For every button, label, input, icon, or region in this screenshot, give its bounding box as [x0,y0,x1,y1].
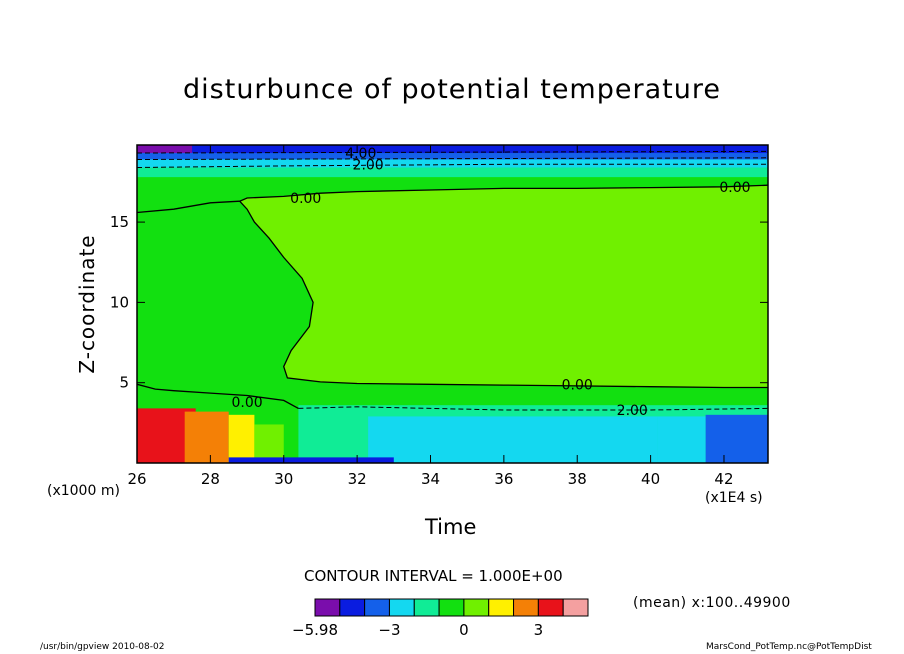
contour-label: 0.00 [290,191,321,207]
bottom-patch [254,424,284,463]
x-tick-label: 40 [641,470,660,488]
colorbar-swatch [513,598,539,617]
x-tick-label: 32 [348,470,367,488]
contour-label: 2.00 [353,157,384,173]
plot-frame [136,144,769,464]
bottom-patch [368,416,658,463]
contour-label: 0.00 [562,377,593,393]
colorbar-swatch [364,598,390,617]
contour-label: 4.00 [345,146,376,162]
y-tick-label: 5 [119,374,129,392]
contour-fill-layer: 4.002.000.000.000.000.002.00 [137,145,768,463]
colorbar-swatch [438,598,465,617]
top-band [192,145,768,154]
neg-contour-lower [298,406,768,411]
y-tick-label: 15 [110,213,129,231]
colorbar-swatch [339,598,366,617]
colorbar-swatch [388,598,415,617]
neg-contour-2 [137,163,768,168]
neg-contour-4 [137,150,768,154]
colorbar-label: 0 [459,621,469,639]
x-tick-label: 34 [421,470,440,488]
x-axis-unit: (x1E4 s) [705,490,763,506]
x-tick-label: 36 [494,470,513,488]
top-band [137,145,193,154]
contour-interval-label: CONTOUR INTERVAL = 1.000E+00 [304,567,563,585]
x-tick-label: 28 [201,470,220,488]
chart-title: disturbunce of potential temperature [183,74,721,105]
colorbar-swatch [537,598,564,617]
source-footer: MarsCond_PotTemp.nc@PotTempDist [706,642,872,652]
x-tick-label: 30 [274,470,293,488]
contour-label: 2.00 [617,403,648,419]
x-tick-label: 26 [127,470,146,488]
bottom-patch [705,414,768,463]
x-tick-label: 38 [568,470,587,488]
zero-contour-upper [137,184,768,214]
y-axis-unit: (x1000 m) [47,483,120,499]
bottom-patch [184,411,229,463]
contour-label: 0.00 [231,395,262,411]
colorbar-swatch [314,598,341,617]
x-tick-label: 42 [714,470,733,488]
contour-label: 0.00 [719,180,750,196]
program-footer: /usr/bin/gpview 2010-08-02 [40,642,165,652]
bottom-patch [228,414,255,463]
colorbar-swatch [562,598,589,617]
colorbar-label: 3 [534,621,544,639]
colorbar-swatch [413,598,440,617]
zero-contour-lower [137,383,299,409]
zero-contour-bulge [239,200,768,389]
bottom-patch [228,457,394,463]
colorbar-swatch [488,598,515,617]
x-axis-label: Time [425,515,477,539]
positive-region [239,185,768,388]
colorbar-swatch [463,598,490,617]
y-tick-label: 10 [110,293,129,311]
mean-range-note: (mean) x:100..49900 [633,595,791,611]
colorbar-label: −5.98 [292,621,338,639]
neg-contour-3 [137,157,768,160]
colorbar-label: −3 [378,621,400,639]
bottom-patch [657,416,706,463]
